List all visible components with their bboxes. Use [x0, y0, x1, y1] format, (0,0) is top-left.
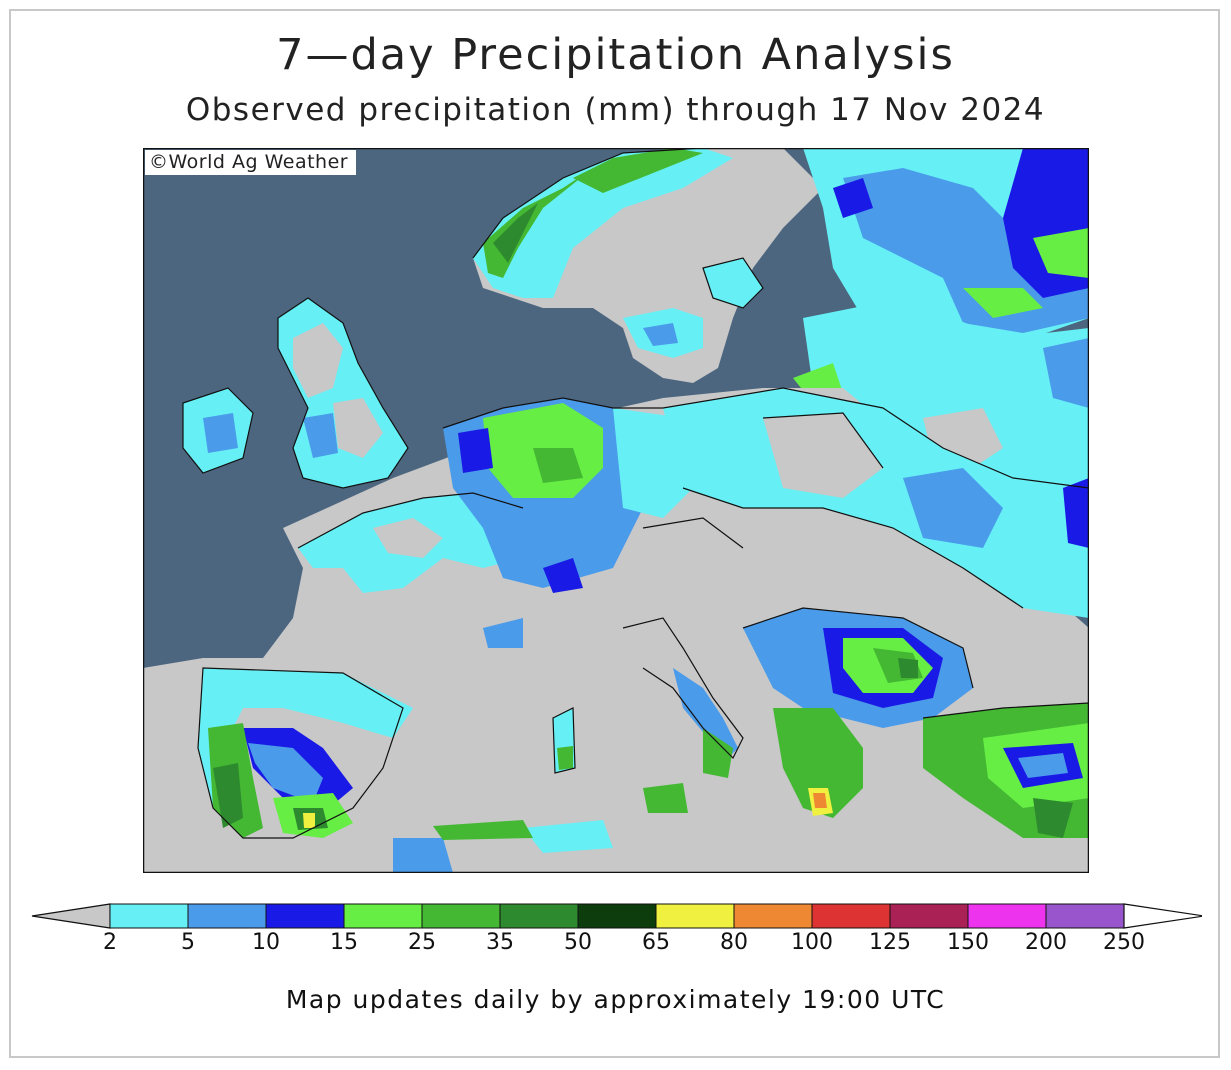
legend-threshold-label: 125	[869, 930, 911, 955]
legend-bin	[967, 903, 1047, 929]
iberia	[198, 668, 413, 838]
poland-belarus-ukraine	[643, 388, 1089, 618]
legend-threshold-label: 100	[791, 930, 833, 955]
legend-bin	[265, 903, 345, 929]
legend-threshold-label: 10	[252, 930, 280, 955]
benelux-germany	[443, 398, 703, 593]
legend-threshold-label: 25	[408, 930, 436, 955]
map-title: 7—day Precipitation Analysis	[276, 30, 955, 80]
color-legend	[31, 903, 1202, 929]
legend-bin	[577, 903, 657, 929]
legend-bin	[889, 903, 969, 929]
update-note: Map updates daily by approximately 19:00…	[285, 985, 946, 1014]
legend-threshold-label: 150	[947, 930, 989, 955]
british-isles	[183, 298, 408, 488]
legend-bin	[655, 903, 735, 929]
legend-threshold-label: 2	[103, 930, 117, 955]
precipitation-map	[143, 148, 1089, 873]
legend-threshold-label: 5	[181, 930, 195, 955]
legend-threshold-label: 65	[642, 930, 670, 955]
legend-bin	[1045, 903, 1125, 929]
legend-bin	[811, 903, 891, 929]
borders	[182, 148, 1089, 839]
legend-bin	[733, 903, 813, 929]
legend-bin	[343, 903, 423, 929]
legend-threshold-label: 35	[486, 930, 514, 955]
legend-threshold-label: 200	[1025, 930, 1067, 955]
north-africa	[293, 820, 623, 873]
baltics-western-russia	[793, 298, 1089, 528]
legend-threshold-label: 15	[330, 930, 358, 955]
map-subtitle: Observed precipitation (mm) through 17 N…	[185, 92, 1046, 128]
finland-nw-russia	[803, 148, 1089, 348]
legend-threshold-label: 250	[1103, 930, 1145, 955]
legend-above-arrow	[1123, 903, 1202, 929]
legend-bin	[499, 903, 579, 929]
italy	[553, 618, 743, 813]
legend-bin	[187, 903, 267, 929]
legend-threshold-label: 50	[564, 930, 592, 955]
legend-bin	[421, 903, 501, 929]
scandinavia	[473, 148, 823, 383]
legend-threshold-label: 80	[720, 930, 748, 955]
copyright-label: ©World Ag Weather	[145, 150, 357, 175]
legend-bin	[109, 903, 189, 929]
legend-below-arrow	[31, 903, 111, 929]
balkans-turkey	[743, 608, 1089, 838]
